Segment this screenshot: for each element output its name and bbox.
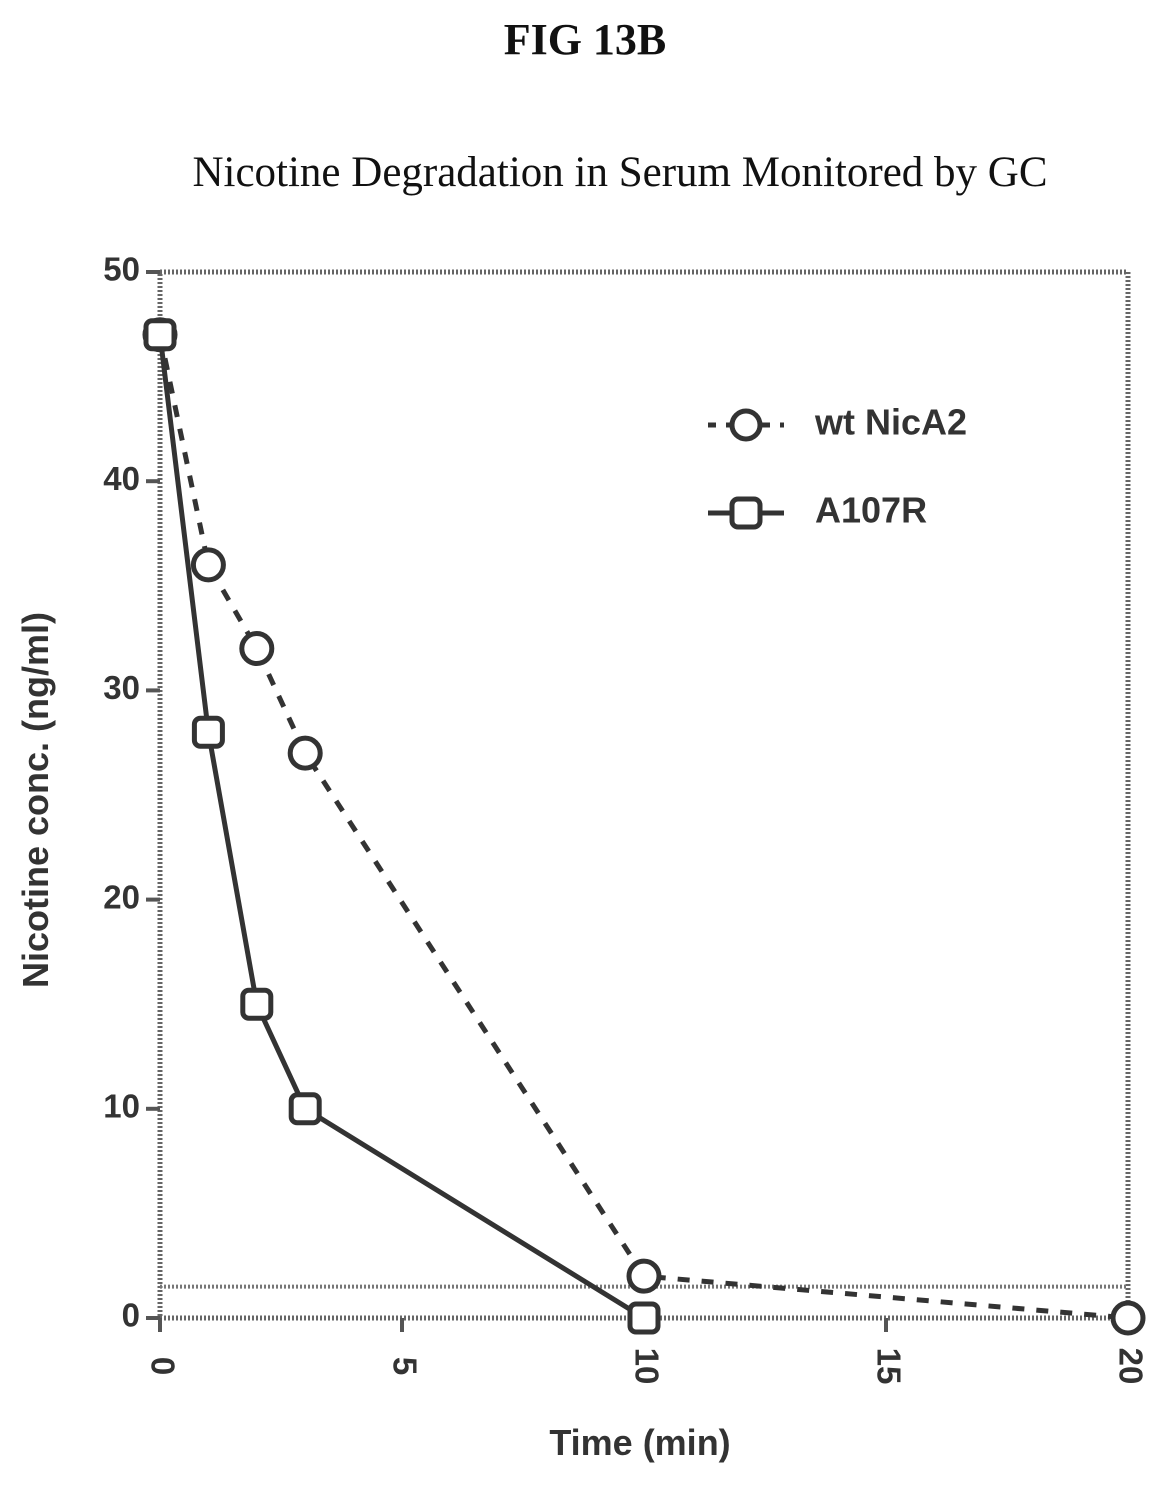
plot-frame — [157, 269, 1131, 1321]
y-tick-label: 50 — [103, 251, 140, 288]
y-tick-label: 30 — [103, 669, 140, 706]
data-point — [190, 547, 226, 583]
chart-title: Nicotine Degradation in Serum Monitored … — [192, 149, 1048, 196]
legend-label-0: wt NicA2 — [814, 402, 967, 443]
x-tick-label: 0 — [144, 1357, 181, 1375]
legend-marker-1 — [729, 496, 763, 530]
data-point — [288, 1092, 322, 1126]
data-point — [1110, 1300, 1146, 1336]
series-line-1 — [157, 334, 646, 1321]
x-axis-label: Time (min) — [549, 1422, 730, 1463]
y-tick-label: 40 — [103, 460, 140, 497]
data-point — [143, 318, 177, 352]
x-tick-label: 15 — [870, 1348, 907, 1385]
x-tick-label: 10 — [628, 1348, 665, 1385]
data-point — [627, 1301, 661, 1335]
data-point — [626, 1258, 662, 1294]
data-point — [239, 631, 275, 667]
x-tick-label: 20 — [1112, 1348, 1149, 1385]
y-tick-label: 10 — [103, 1088, 140, 1125]
x-tick-label: 5 — [386, 1357, 423, 1375]
data-point — [287, 735, 323, 771]
data-point — [240, 987, 274, 1021]
figure-label: FIG 13B — [503, 15, 667, 64]
y-tick-label: 20 — [103, 878, 140, 915]
data-point — [191, 715, 225, 749]
y-tick-label: 0 — [122, 1297, 140, 1334]
y-axis-label: Nicotine conc. (ng/ml) — [15, 612, 56, 988]
series-line-0 — [157, 334, 1129, 1321]
legend-marker-0 — [729, 408, 763, 442]
legend-label-1: A107R — [815, 490, 927, 531]
